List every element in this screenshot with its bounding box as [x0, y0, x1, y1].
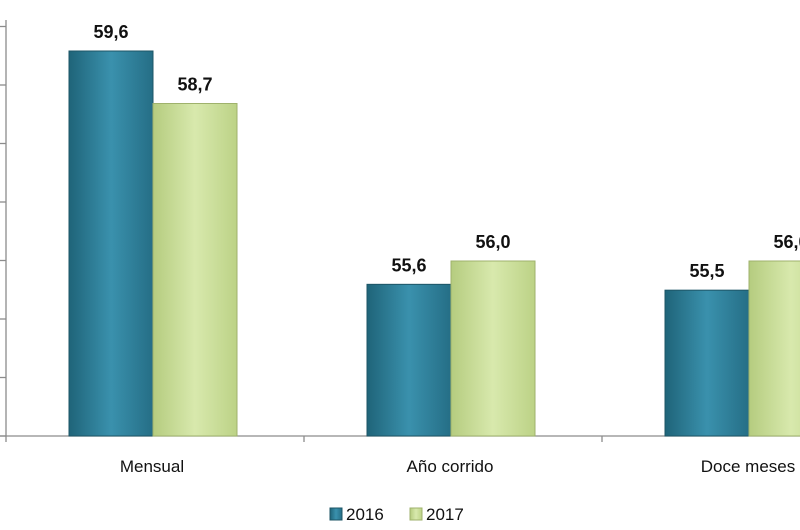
data-label-2017-1: 56,0	[475, 232, 510, 252]
legend-label-2017: 2017	[426, 505, 464, 524]
data-label-2016-2: 55,5	[689, 261, 724, 281]
category-label-1: Año corrido	[407, 457, 494, 476]
category-label-2: Doce meses	[701, 457, 795, 476]
category-label-0: Mensual	[120, 457, 184, 476]
bar-2017-1	[450, 260, 536, 437]
data-label-2016-0: 59,6	[93, 22, 128, 42]
bar-2017-2	[748, 260, 800, 437]
labels-layer: 59,6 55,6 55,5 58,7 56,0 56,0 Mensual Año corri…	[93, 22, 800, 476]
legend-label-2016: 2016	[346, 505, 384, 524]
data-label-2017-2: 56,0	[773, 232, 800, 252]
bars-layer	[68, 50, 800, 437]
bar-2017-0	[152, 103, 238, 437]
legend-swatch-2017	[409, 507, 423, 521]
data-label-2016-1: 55,6	[391, 255, 426, 275]
bar-2016-1	[366, 283, 452, 437]
legend: 2016 2017	[329, 505, 464, 524]
bar-2016-2	[664, 289, 750, 437]
bar-2016-0	[68, 50, 154, 437]
data-label-2017-0: 58,7	[177, 75, 212, 95]
legend-swatch-2016	[329, 507, 343, 521]
